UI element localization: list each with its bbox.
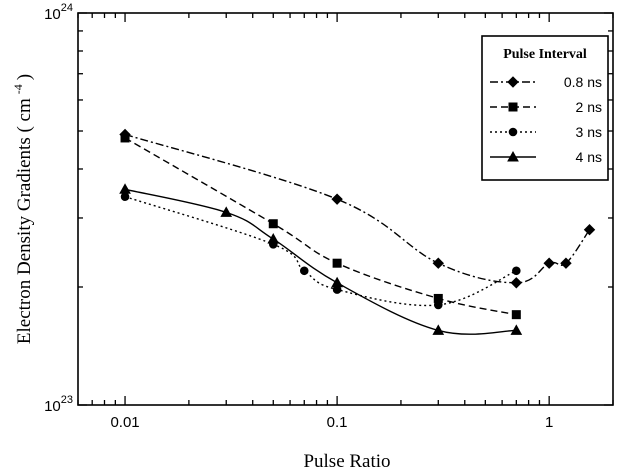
- data-point: [432, 324, 445, 335]
- series-3-ns: [120, 192, 521, 310]
- data-point: [331, 276, 343, 288]
- legend-label: 4 ns: [576, 149, 602, 165]
- legend-item: 3 ns: [490, 124, 602, 140]
- data-point: [543, 257, 555, 269]
- legend: Pulse Interval 0.8 ns 2 ns 3 ns 4 ns: [481, 35, 609, 181]
- data-point: [299, 266, 309, 276]
- legend-item: 4 ns: [490, 149, 602, 165]
- series-0-8-ns: [119, 128, 596, 289]
- legend-marker: [507, 76, 519, 88]
- series-line: [124, 137, 517, 316]
- data-point: [220, 206, 233, 217]
- legend-marker: [508, 127, 518, 137]
- data-point: [583, 224, 596, 236]
- plot-area: [77, 12, 614, 406]
- data-point: [119, 183, 131, 194]
- legend-label: 2 ns: [576, 99, 602, 115]
- legend-title: Pulse Interval: [503, 47, 587, 62]
- data-point: [120, 192, 130, 201]
- data-point: [120, 133, 130, 143]
- data-point: [510, 277, 523, 289]
- legend-box: [481, 35, 609, 181]
- x-tick-label: 1: [545, 414, 553, 431]
- legend-label: 0.8 ns: [564, 74, 602, 90]
- x-axis-ticks: 0.01 0.1 1: [77, 13, 614, 431]
- series-4-ns: [119, 183, 523, 335]
- data-point: [510, 324, 523, 335]
- data-point: [432, 257, 444, 269]
- y-axis-ticks: 1023 1024: [44, 2, 613, 415]
- data-point: [331, 193, 343, 205]
- legend-items: 0.8 ns 2 ns 3 ns 4 ns: [490, 74, 602, 165]
- data-point: [332, 258, 342, 268]
- y-axis-title: Electron Density Gradients ( cm-4): [11, 74, 35, 344]
- series-line: [124, 195, 517, 307]
- x-tick-label: 0.1: [327, 414, 348, 431]
- series-layer: [119, 128, 596, 335]
- legend-marker: [507, 150, 519, 162]
- data-point: [433, 300, 443, 310]
- data-point: [268, 219, 278, 229]
- series-2-ns: [120, 133, 521, 320]
- x-tick-label: 0.01: [110, 414, 139, 431]
- legend-item: 0.8 ns: [490, 74, 602, 90]
- x-axis-title: Pulse Ratio: [303, 451, 390, 472]
- legend-item: 2 ns: [490, 99, 602, 115]
- data-point: [267, 233, 280, 244]
- y-tick-label: 1024: [44, 2, 73, 23]
- legend-marker: [508, 102, 518, 112]
- y-tick-label: 1023: [44, 394, 73, 415]
- data-point: [511, 310, 521, 320]
- series-line: [124, 133, 591, 284]
- series-line: [124, 188, 517, 335]
- legend-label: 3 ns: [576, 124, 602, 140]
- data-point: [512, 266, 521, 276]
- data-point: [560, 257, 572, 269]
